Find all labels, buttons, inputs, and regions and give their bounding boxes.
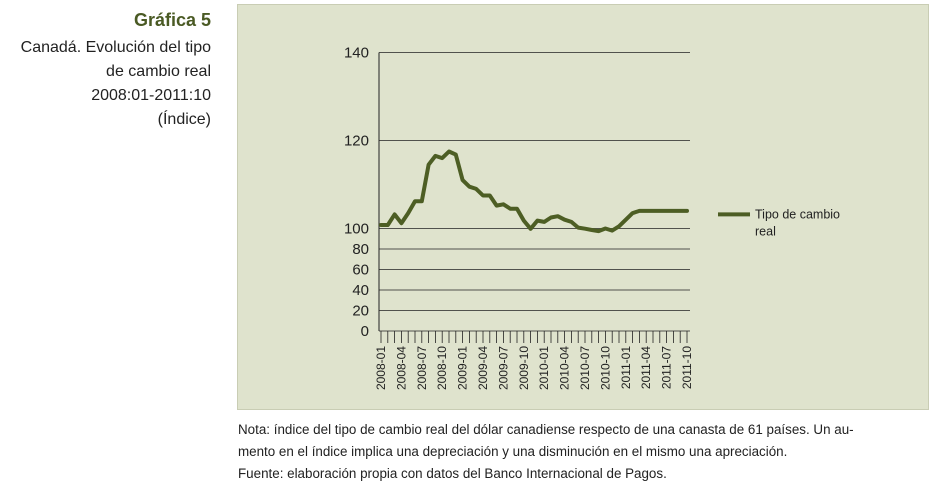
x-tick-label: 2010-07	[578, 346, 592, 390]
x-tick-label: 2011-04	[639, 346, 653, 389]
y-tick-label: 100	[344, 221, 369, 238]
x-tick-label: 2011-10	[680, 346, 694, 389]
x-tick-label: 2009-04	[476, 346, 490, 390]
figure-notes: Nota: índice del tipo de cambio real del…	[238, 419, 930, 485]
chart-panel: 0 20 40 60 80 100 120 140 2008-01 2008-04 2008-07 2…	[237, 4, 929, 410]
y-tick-label: 40	[352, 282, 369, 299]
figure-number: Gráfica 5	[133, 10, 211, 30]
y-tick-label: 80	[352, 241, 369, 258]
y-tick-label: 140	[344, 45, 369, 62]
series-line	[379, 149, 689, 234]
y-tick-label: 60	[352, 262, 369, 279]
line-chart: 0 20 40 60 80 100 120 140 2008-01 2008-04 2008-07 2…	[344, 45, 840, 391]
x-tick-label: 2008-07	[415, 346, 429, 390]
x-tick-label: 2009-07	[496, 346, 510, 390]
x-tick-label: 2010-01	[537, 346, 551, 390]
source-line: Fuente: elaboración propia con datos del…	[238, 466, 667, 481]
y-tick-label: 120	[344, 133, 369, 150]
y-tick-label: 20	[352, 303, 369, 320]
figure-caption: Gráfica 5 Canadá. Evolución del tipo de …	[0, 10, 211, 132]
x-tick-label: 2008-10	[435, 346, 449, 390]
caption-line-3: 2008:01-2011:10	[91, 87, 211, 104]
x-tick-label: 2009-01	[456, 346, 470, 390]
x-tick-label: 2008-04	[394, 346, 408, 390]
note-line-1: Nota: índice del tipo de cambio real del…	[238, 422, 854, 437]
y-tick-label: 0	[361, 323, 369, 340]
legend-label-line-1: Tipo de cambio	[755, 207, 840, 221]
caption-line-2: de cambio real	[106, 63, 211, 80]
x-tick-label: 2010-04	[558, 346, 572, 390]
legend-label-line-2: real	[755, 224, 776, 238]
note-line-2: mento en el índice implica una depreciac…	[238, 444, 788, 459]
x-tick-label: 2011-01	[619, 346, 633, 389]
caption-line-1: Canadá. Evolución del tipo	[20, 39, 211, 56]
x-tick-label: 2011-07	[660, 346, 674, 389]
x-tick-label: 2008-01	[374, 346, 388, 390]
caption-line-4: (Índice)	[157, 111, 211, 128]
x-tick-label: 2009-10	[517, 346, 531, 390]
x-tick-label: 2010-10	[598, 346, 612, 390]
